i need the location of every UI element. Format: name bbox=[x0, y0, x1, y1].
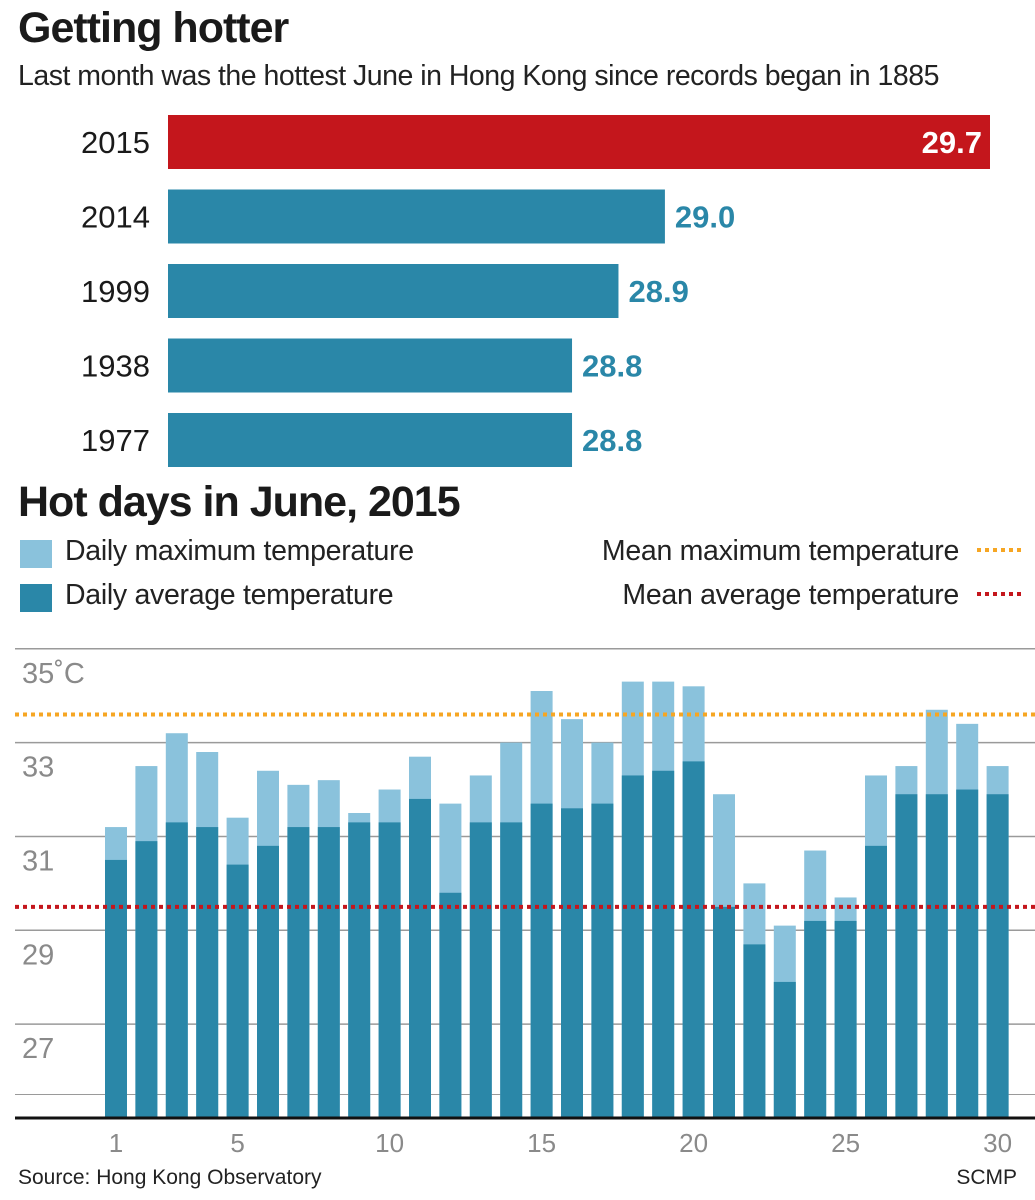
x-tick-label-10: 10 bbox=[375, 1128, 404, 1158]
legend-swatch-daily-max bbox=[20, 540, 52, 568]
avg-bar-day-14 bbox=[500, 822, 523, 1118]
value-label-2015: 29.7 bbox=[922, 125, 982, 160]
avg-bar-day-7 bbox=[287, 827, 310, 1118]
avg-bar-day-29 bbox=[956, 789, 979, 1118]
avg-bar-day-9 bbox=[348, 822, 371, 1118]
y-tick-label-31: 31 bbox=[22, 845, 54, 877]
chart-title: Getting hotter bbox=[18, 4, 289, 52]
source-note: Source: Hong Kong Observatory bbox=[18, 1166, 322, 1189]
avg-bar-day-19 bbox=[652, 770, 675, 1118]
avg-bar-day-15 bbox=[530, 803, 553, 1118]
y-tick-label-29: 29 bbox=[22, 939, 54, 971]
category-label-1999: 1999 bbox=[81, 274, 150, 309]
avg-bar-day-4 bbox=[196, 827, 219, 1118]
category-label-1938: 1938 bbox=[81, 349, 150, 384]
bar-1938 bbox=[168, 338, 573, 393]
y-tick-label-33: 33 bbox=[22, 752, 54, 784]
avg-bar-day-11 bbox=[409, 798, 431, 1118]
avg-bar-day-16 bbox=[561, 808, 583, 1118]
avg-bar-day-26 bbox=[865, 845, 887, 1118]
legend-label-mean-avg: Mean average temperature bbox=[622, 579, 959, 611]
avg-bar-day-3 bbox=[165, 822, 188, 1118]
avg-bar-day-12 bbox=[439, 892, 462, 1118]
x-tick-label-25: 25 bbox=[831, 1128, 860, 1158]
avg-bar-day-22 bbox=[743, 944, 766, 1118]
value-label-2014: 29.0 bbox=[675, 200, 735, 235]
avg-bar-day-13 bbox=[469, 822, 492, 1118]
avg-bar-day-1 bbox=[105, 859, 127, 1118]
y-tick-label-27: 27 bbox=[22, 1033, 54, 1065]
x-tick-label-30: 30 bbox=[983, 1128, 1012, 1158]
category-label-2014: 2014 bbox=[81, 200, 150, 235]
avg-bar-day-25 bbox=[834, 920, 857, 1118]
avg-bar-day-20 bbox=[682, 761, 705, 1118]
x-tick-label-5: 5 bbox=[230, 1128, 244, 1158]
bar-2014 bbox=[168, 189, 665, 244]
value-label-1999: 28.9 bbox=[628, 274, 688, 309]
avg-bar-day-23 bbox=[773, 981, 796, 1118]
bar-1977 bbox=[168, 413, 573, 467]
avg-bar-day-6 bbox=[257, 845, 279, 1118]
avg-bar-day-10 bbox=[378, 822, 401, 1118]
avg-bar-day-5 bbox=[226, 864, 249, 1118]
legend-swatch-daily-avg bbox=[20, 584, 52, 612]
avg-bar-day-8 bbox=[317, 827, 340, 1118]
avg-bar-day-24 bbox=[804, 920, 827, 1118]
hottest-june-bar-chart: 2015 29.7 2014 29.0 1999 28.9 1938 28.8 1977 28.8 bbox=[81, 115, 990, 467]
value-label-1977: 28.8 bbox=[582, 423, 642, 458]
bar-1999 bbox=[168, 264, 619, 318]
avg-bar-day-17 bbox=[591, 803, 614, 1118]
avg-bar-day-18 bbox=[621, 775, 644, 1118]
avg-bar-day-21 bbox=[713, 906, 735, 1118]
legend-label-daily-avg: Daily average temperature bbox=[65, 579, 394, 611]
legend-label-daily-max: Daily maximum temperature bbox=[65, 535, 414, 567]
legend-label-mean-max: Mean maximum temperature bbox=[601, 535, 959, 567]
category-label-1977: 1977 bbox=[81, 423, 150, 458]
legend-line-mean-avg bbox=[977, 592, 1025, 596]
avg-bar-day-27 bbox=[895, 794, 918, 1118]
legend-line-mean-max bbox=[977, 548, 1025, 552]
avg-bar-day-30 bbox=[986, 794, 1009, 1118]
chart-subtitle: Last month was the hottest June in Hong … bbox=[18, 60, 939, 92]
daily-chart-title: Hot days in June, 2015 bbox=[18, 478, 461, 526]
x-tick-label-15: 15 bbox=[527, 1128, 556, 1158]
avg-bar-day-28 bbox=[925, 794, 948, 1118]
x-tick-label-20: 20 bbox=[679, 1128, 708, 1158]
avg-bar-day-2 bbox=[135, 841, 158, 1118]
bar-2015 bbox=[168, 115, 990, 169]
category-label-2015: 2015 bbox=[81, 125, 150, 160]
x-tick-label-1: 1 bbox=[109, 1128, 123, 1158]
credit-note: SCMP bbox=[956, 1166, 1017, 1189]
value-label-1938: 28.8 bbox=[582, 349, 642, 384]
y-tick-label-35: 35˚C bbox=[22, 658, 85, 690]
